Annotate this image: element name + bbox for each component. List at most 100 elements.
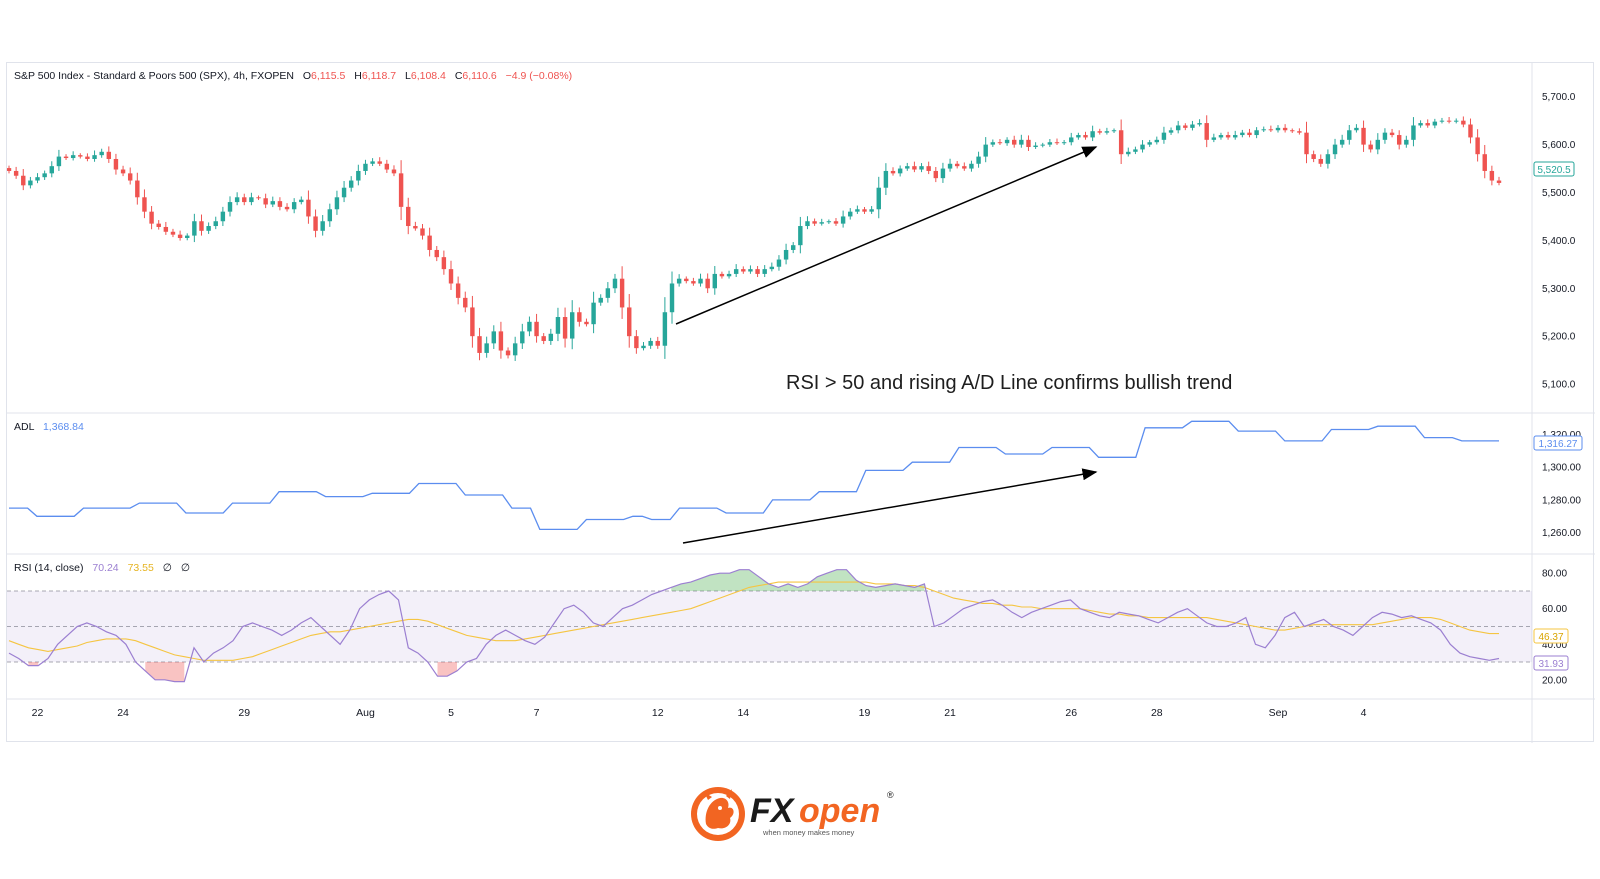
candle-body (1311, 154, 1316, 159)
symbol-label: S&P 500 Index - Standard & Poors 500 (SP… (14, 70, 294, 82)
candle-body (648, 340, 653, 346)
candle-body (698, 278, 703, 284)
candle-body (584, 321, 589, 325)
candle-body (206, 226, 211, 231)
candle-body (912, 166, 917, 170)
candle-body (177, 234, 183, 238)
candle-body (669, 283, 675, 313)
price-badge-text: 5,520.5 (1537, 165, 1571, 176)
rsi-ma-line (8, 581, 1499, 661)
rsi-ma-badge: 46.37 (1533, 628, 1569, 644)
candle-body (28, 180, 33, 186)
adl-axis-tick: 1,320.00 (1542, 430, 1581, 441)
candle-body (548, 333, 554, 341)
candle-body (990, 142, 996, 145)
candle-body (569, 312, 575, 339)
low-label: L (405, 70, 411, 82)
candle-body (1111, 130, 1117, 132)
candle-body (477, 336, 482, 353)
candle-body (762, 269, 767, 274)
candle-body (1347, 130, 1352, 140)
candle-body (270, 201, 275, 205)
candle-body (49, 166, 54, 174)
adl-axis-tick: 1,280.00 (1542, 495, 1581, 506)
candle-body (113, 158, 119, 170)
candle-body (70, 155, 76, 159)
price-axis-tick: 5,200.0 (1542, 332, 1576, 343)
price-badge: 5,520.5 (1533, 161, 1575, 177)
adl-line (9, 420, 1499, 531)
candle-body (1076, 135, 1081, 138)
candle-body (199, 221, 204, 231)
candle-body (527, 321, 532, 332)
low-value: 6,108.4 (411, 70, 446, 82)
candle-body (192, 221, 197, 236)
candle-body (441, 257, 447, 270)
candle-body (1396, 135, 1402, 145)
candle-body (1019, 139, 1024, 145)
candle-body (505, 350, 511, 356)
candle-body (85, 156, 90, 159)
candle-body (776, 259, 782, 267)
candle-body (1033, 145, 1038, 148)
candle-body (1325, 154, 1331, 164)
candle-body (313, 216, 318, 231)
candle-body (1432, 121, 1438, 126)
candle-body (534, 321, 539, 337)
candle-body (1375, 139, 1381, 150)
candle-body (256, 197, 261, 199)
candle-body (320, 221, 325, 231)
adl-axis-tick: 1,300.00 (1542, 463, 1581, 474)
price-axis-tick: 5,700.0 (1542, 92, 1576, 103)
candle-body (327, 209, 333, 222)
candle-body (1268, 129, 1274, 131)
candle-body (1318, 158, 1323, 164)
candle-body (869, 209, 874, 212)
candle-body (377, 161, 382, 164)
adl-pane (9, 420, 1499, 531)
rsi-badge-text: 31.93 (1538, 659, 1563, 670)
rsi-line (8, 569, 1500, 683)
candle-body (1126, 151, 1131, 155)
candle-body (1425, 123, 1430, 126)
candle-body (1047, 142, 1053, 145)
candle-body (1197, 123, 1202, 125)
candle-body (42, 173, 47, 178)
candle-body (890, 170, 896, 174)
candle-body (1247, 132, 1252, 136)
open-value: 6,115.5 (311, 70, 345, 82)
candle-body (56, 156, 62, 167)
adl-name: ADL (14, 421, 35, 433)
candle-body (1389, 132, 1395, 136)
candle-body (862, 209, 867, 212)
candle-body (712, 273, 717, 289)
candle-body (1218, 135, 1224, 138)
rsi-extra-2: ∅ (181, 562, 190, 574)
rsi-axis-tick: 80.00 (1542, 569, 1567, 580)
candle-body (1083, 135, 1088, 138)
candle-body (106, 151, 112, 159)
time-axis-tick: 4 (1361, 707, 1367, 719)
candle-body (6, 168, 12, 171)
candle-body (163, 226, 169, 232)
candle-body (555, 317, 561, 334)
candle-body (1411, 125, 1416, 140)
candle-body (926, 166, 931, 171)
candle-body (641, 345, 646, 349)
rsi-axis-tick: 60.00 (1542, 604, 1567, 615)
candle-body (598, 297, 603, 303)
rsi-overbought-fill (671, 569, 925, 591)
candle-body (78, 155, 83, 157)
candle-body (491, 331, 496, 344)
candle-body (612, 278, 618, 289)
candle-body (1069, 137, 1074, 143)
candle-body (798, 226, 803, 246)
candle-body (370, 161, 375, 164)
candle-body (1261, 129, 1266, 131)
candle-body (1204, 123, 1209, 140)
candle-body (1282, 127, 1288, 131)
candle-body (1475, 137, 1480, 155)
candle-body (363, 163, 368, 171)
candle-body (819, 222, 824, 224)
candle-body (997, 142, 1003, 144)
